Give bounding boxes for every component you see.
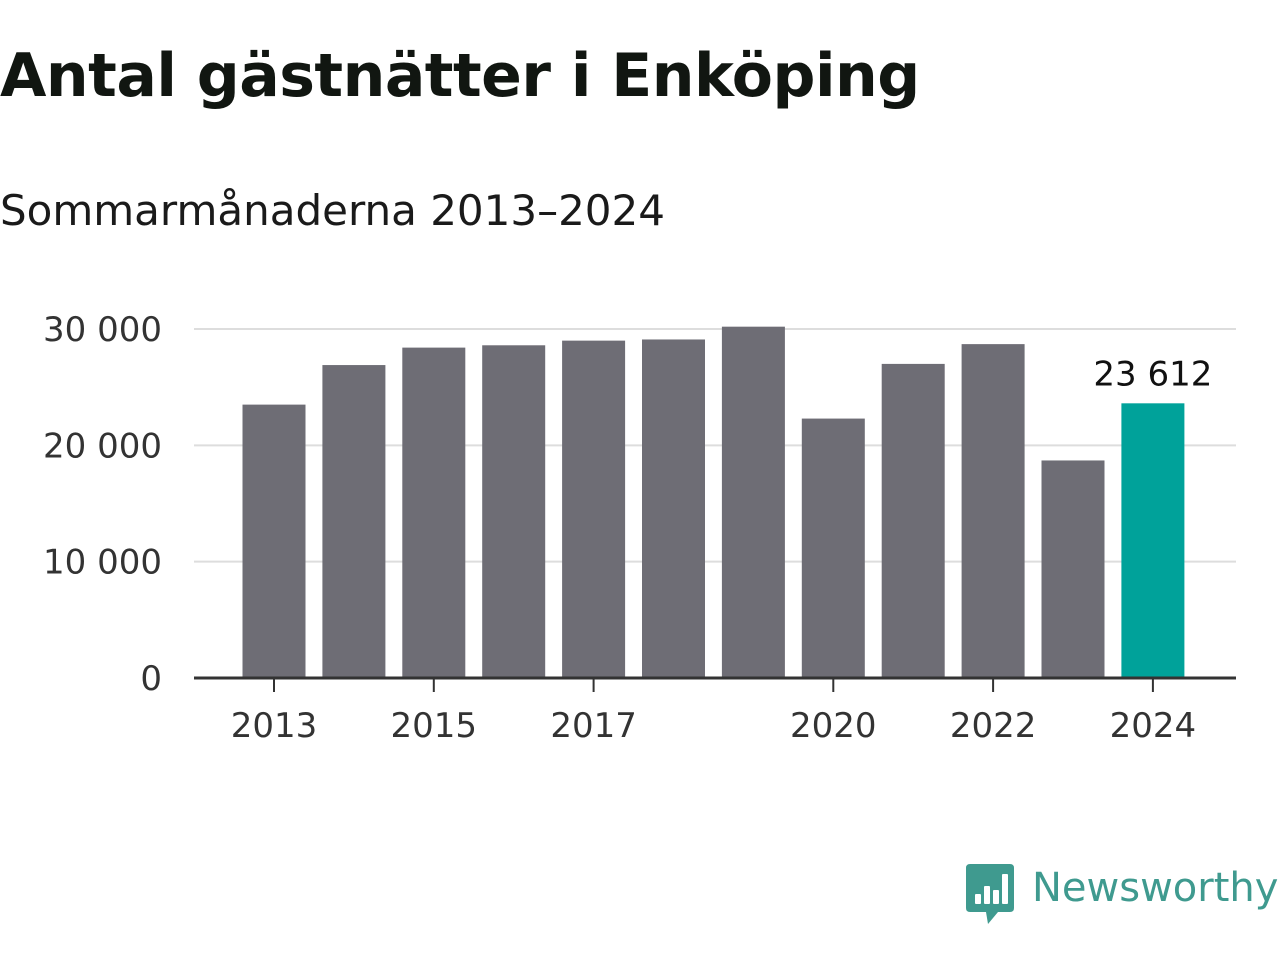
y-tick-label: 0 xyxy=(140,659,162,699)
data-label-2024: 23 612 xyxy=(1093,354,1212,394)
y-tick-label: 10 000 xyxy=(43,543,162,583)
newsworthy-chart-bubble-icon xyxy=(966,864,1014,924)
x-tick-label: 2020 xyxy=(790,706,877,746)
chart-subtitle: Sommarmånaderna 2013–2024 xyxy=(0,186,665,235)
bar-2015 xyxy=(402,347,466,678)
bar-chart: 0 10 000 20 000 30 000 2013 2015 2017 2020 2022… xyxy=(43,310,1236,746)
bars xyxy=(242,326,1185,678)
bar-2013 xyxy=(242,404,306,678)
bar-2020 xyxy=(801,418,865,678)
x-tick-label: 2013 xyxy=(231,706,318,746)
bar-2017 xyxy=(562,340,626,678)
x-axis xyxy=(194,676,1236,692)
logo-text: Newsworthy xyxy=(1032,865,1279,911)
bar-2023 xyxy=(1041,460,1105,678)
y-axis-labels: 0 10 000 20 000 30 000 xyxy=(43,310,162,699)
bar-2014 xyxy=(322,365,386,678)
newsworthy-logo: Newsworthy xyxy=(964,862,1278,926)
x-tick-label: 2017 xyxy=(550,706,637,746)
y-tick-label: 30 000 xyxy=(43,310,162,350)
x-axis-labels: 2013 2015 2017 2020 2022 2024 xyxy=(231,706,1196,746)
bar-2021 xyxy=(881,363,945,678)
bar-2022 xyxy=(961,344,1025,678)
y-tick-label: 20 000 xyxy=(43,426,162,466)
bar-2016 xyxy=(482,345,546,678)
x-tick-label: 2022 xyxy=(950,706,1037,746)
bar-2024 xyxy=(1121,403,1185,678)
x-tick-label: 2024 xyxy=(1110,706,1197,746)
x-tick-label: 2015 xyxy=(391,706,478,746)
chart-title: Antal gästnätter i Enköping xyxy=(0,41,920,111)
bar-2018 xyxy=(642,339,705,678)
annotations: 23 612 xyxy=(1093,354,1212,394)
bar-2019 xyxy=(721,326,785,678)
